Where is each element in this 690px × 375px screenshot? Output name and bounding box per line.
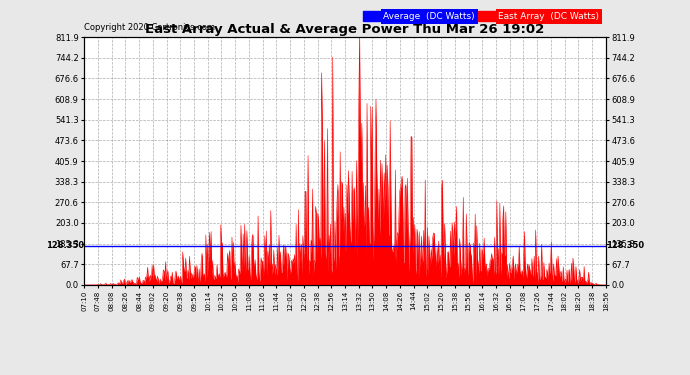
Text: 128.350: 128.350	[607, 241, 644, 250]
Text: Copyright 2020 Cartronics.com: Copyright 2020 Cartronics.com	[84, 23, 215, 32]
Title: East Array Actual & Average Power Thu Mar 26 19:02: East Array Actual & Average Power Thu Ma…	[146, 23, 544, 36]
Legend: Average  (DC Watts), East Array  (DC Watts): Average (DC Watts), East Array (DC Watts…	[361, 9, 601, 23]
Text: 128.350: 128.350	[46, 241, 83, 250]
